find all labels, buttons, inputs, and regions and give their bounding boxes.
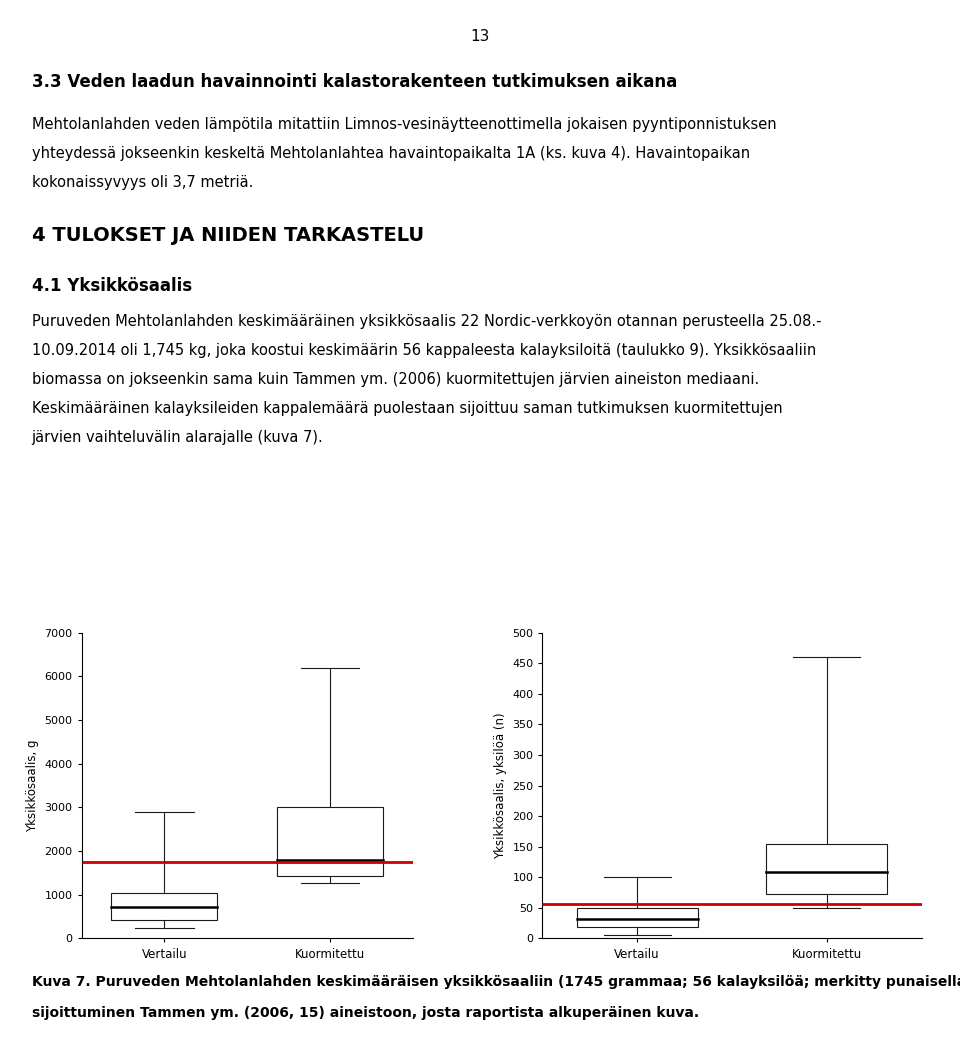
Y-axis label: Yksikkösaalis, g: Yksikkösaalis, g xyxy=(26,739,39,832)
Text: 4 TULOKSET JA NIIDEN TARKASTELU: 4 TULOKSET JA NIIDEN TARKASTELU xyxy=(32,226,423,245)
Text: Mehtolanlahden veden lämpötila mitattiin Limnos-vesinäytteenottimella jokaisen p: Mehtolanlahden veden lämpötila mitattiin… xyxy=(32,117,777,132)
Text: 4.1 Yksikkösaalis: 4.1 Yksikkösaalis xyxy=(32,277,192,295)
Text: Puruveden Mehtolanlahden keskimääräinen yksikkösaalis 22 Nordic-verkkoyön otanna: Puruveden Mehtolanlahden keskimääräinen … xyxy=(32,314,821,329)
Bar xyxy=(766,844,887,895)
Text: sijoittuminen Tammen ym. (2006, 15) aineistoon, josta raportista alkuperäinen ku: sijoittuminen Tammen ym. (2006, 15) aine… xyxy=(32,1006,699,1020)
Bar xyxy=(577,908,698,927)
Y-axis label: Yksikkösaalis, yksilöä (n): Yksikkösaalis, yksilöä (n) xyxy=(493,712,507,859)
Text: 13: 13 xyxy=(470,29,490,44)
Text: 3.3 Veden laadun havainnointi kalastorakenteen tutkimuksen aikana: 3.3 Veden laadun havainnointi kalastorak… xyxy=(32,73,677,90)
Bar xyxy=(277,808,383,876)
Text: kokonaissyvyys oli 3,7 metriä.: kokonaissyvyys oli 3,7 metriä. xyxy=(32,175,253,190)
Text: 10.09.2014 oli 1,745 kg, joka koostui keskimäärin 56 kappaleesta kalayksiloitä (: 10.09.2014 oli 1,745 kg, joka koostui ke… xyxy=(32,343,816,358)
Bar xyxy=(111,893,217,920)
Text: biomassa on jokseenkin sama kuin Tammen ym. (2006) kuormitettujen järvien aineis: biomassa on jokseenkin sama kuin Tammen … xyxy=(32,372,759,387)
Text: Kuva 7. Puruveden Mehtolanlahden keskimääräisen yksikkösaaliin (1745 grammaa; 56: Kuva 7. Puruveden Mehtolanlahden keskimä… xyxy=(32,975,960,989)
Text: Keskimääräinen kalayksileiden kappalemäärä puolestaan sijoittuu saman tutkimukse: Keskimääräinen kalayksileiden kappalemää… xyxy=(32,401,782,416)
Text: yhteydessä jokseenkin keskeltä Mehtolanlahtea havaintopaikalta 1A (ks. kuva 4). : yhteydessä jokseenkin keskeltä Mehtolanl… xyxy=(32,146,750,161)
Text: järvien vaihteluvälin alarajalle (kuva 7).: järvien vaihteluvälin alarajalle (kuva 7… xyxy=(32,430,324,445)
